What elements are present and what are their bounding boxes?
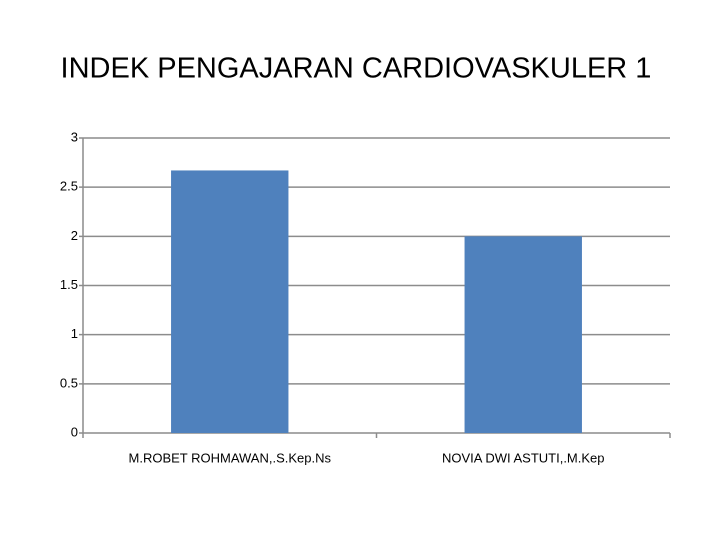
x-tick-label: M.ROBET ROHMAWAN,.S.Kep.Ns [129, 450, 332, 465]
chart-title: INDEK PENGAJARAN CARDIOVASKULER 1 [61, 53, 652, 85]
y-tick-label: 2 [71, 228, 78, 243]
y-tick-label: 1.5 [60, 277, 78, 292]
y-tick-label: 1 [71, 326, 78, 341]
bar [171, 170, 289, 433]
y-tick-label: 0 [71, 424, 78, 439]
x-tick-label: NOVIA DWI ASTUTI,.M.Kep [442, 450, 605, 465]
y-tick-label: 0.5 [60, 375, 78, 390]
y-tick-label: 3 [71, 129, 78, 144]
y-tick-label: 2.5 [60, 179, 78, 194]
bar [464, 236, 582, 433]
